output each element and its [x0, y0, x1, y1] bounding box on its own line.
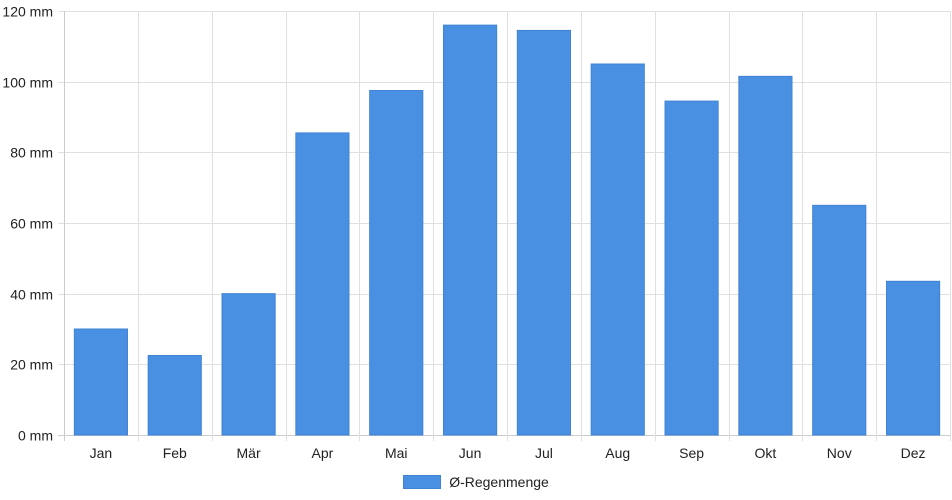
x-tick-label: Aug	[605, 445, 630, 461]
legend-swatch	[403, 475, 442, 489]
bar-okt	[738, 75, 793, 436]
x-tick-label: Apr	[312, 445, 334, 461]
x-tick-label: Jan	[90, 445, 113, 461]
bar-apr	[295, 132, 350, 436]
x-tick-label: Jul	[535, 445, 553, 461]
bar-sep	[664, 100, 719, 436]
x-tick-label: Jun	[459, 445, 482, 461]
bar-jun	[443, 24, 498, 436]
bar-mai	[369, 90, 424, 436]
y-tick-label: 100 mm	[2, 75, 53, 91]
y-tick-label: 40 mm	[10, 287, 53, 303]
x-tick-label: Feb	[163, 445, 187, 461]
bar-jan	[73, 328, 128, 436]
x-tick-label: Nov	[827, 445, 852, 461]
legend: Ø-Regenmenge	[0, 471, 952, 493]
y-tick-label: 20 mm	[10, 357, 53, 373]
bar-dez	[886, 280, 941, 436]
y-tick-label: 120 mm	[2, 4, 53, 20]
y-tick-label: 60 mm	[10, 216, 53, 232]
x-tick-label: Mai	[385, 445, 408, 461]
legend-label: Ø-Regenmenge	[449, 474, 549, 490]
x-tick-label: Dez	[901, 445, 926, 461]
bar-feb	[147, 355, 202, 436]
x-tick-label: Okt	[755, 445, 777, 461]
bar-aug	[590, 63, 645, 436]
x-tick-label: Sep	[679, 445, 704, 461]
y-tick-label: 0 mm	[18, 428, 53, 444]
bar-jul	[516, 29, 571, 436]
bar-nov	[812, 204, 867, 436]
bar-mär	[221, 293, 276, 436]
x-tick-label: Mär	[237, 445, 261, 461]
y-tick-label: 80 mm	[10, 145, 53, 161]
bar-chart-svg: 0 mm 20 mm 40 mm 60 mm 80 mm 100 mm 120 mm Jan F…	[2, 4, 951, 461]
